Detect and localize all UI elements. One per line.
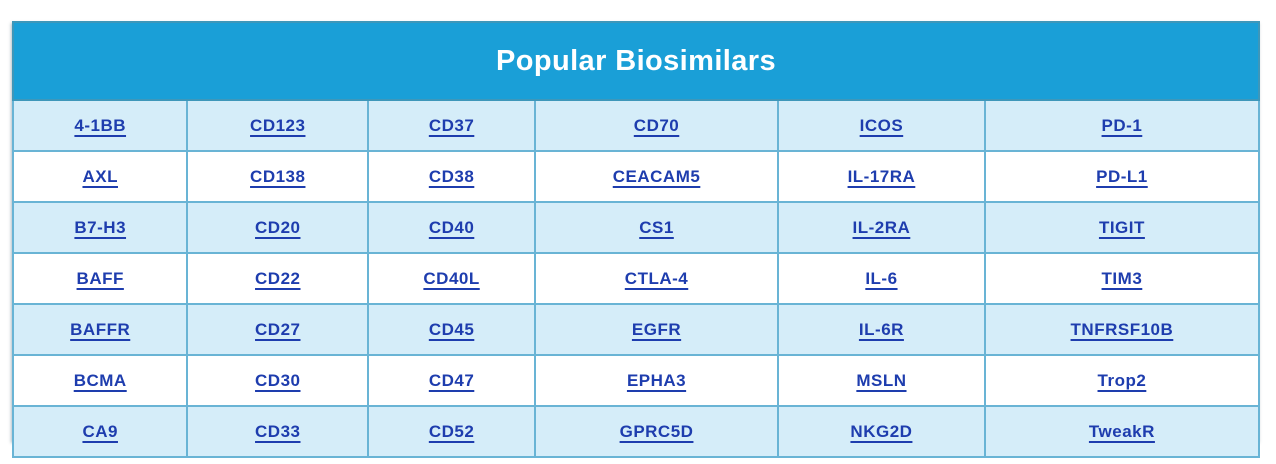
biosimilar-link[interactable]: CD33 [255, 421, 301, 441]
table-cell: CD45 [367, 303, 537, 356]
table-cell: NKG2D [777, 405, 986, 458]
table-cell: CS1 [534, 201, 780, 254]
table-title: Popular Biosimilars [12, 21, 1260, 101]
table-cell: CD30 [186, 354, 370, 407]
table-cell: AXL [11, 150, 189, 203]
table-row: BCMA CD30 CD47 EPHA3 MSLN Trop2 [11, 354, 1261, 407]
biosimilar-link[interactable]: B7-H3 [74, 217, 127, 237]
biosimilar-link[interactable]: IL-6R [858, 319, 904, 339]
biosimilar-link[interactable]: TIM3 [1101, 268, 1143, 288]
biosimilar-link[interactable]: CD47 [428, 370, 475, 390]
table-cell: CD20 [186, 201, 370, 254]
biosimilar-link[interactable]: AXL [82, 166, 118, 186]
table-cell: EGFR [534, 303, 780, 356]
table-cell: CD52 [367, 405, 537, 458]
biosimilar-link[interactable]: CD30 [255, 370, 301, 390]
biosimilar-link[interactable]: PD-L1 [1096, 166, 1148, 186]
biosimilar-link[interactable]: BAFFR [70, 319, 131, 339]
table-cell: IL-17RA [777, 150, 986, 203]
biosimilar-link[interactable]: IL-6 [865, 268, 898, 288]
biosimilar-link[interactable]: GPRC5D [619, 421, 694, 441]
biosimilars-table-container: Popular Biosimilars 4-1BB CD123 CD37 CD70 IC… [11, 21, 1261, 458]
biosimilar-link[interactable]: TweakR [1088, 421, 1155, 441]
table-cell: CD22 [186, 252, 370, 305]
table-cell: CD40L [367, 252, 537, 305]
table-cell: CD40 [367, 201, 537, 254]
biosimilar-link[interactable]: Trop2 [1097, 370, 1147, 390]
table-cell: IL-6R [777, 303, 986, 356]
table-cell: GPRC5D [534, 405, 780, 458]
table-cell: TweakR [983, 405, 1261, 458]
table-cell: BAFF [11, 252, 189, 305]
biosimilars-table: Popular Biosimilars 4-1BB CD123 CD37 CD70 IC… [11, 21, 1261, 458]
table-cell: TIGIT [983, 201, 1261, 254]
table-cell: 4-1BB [11, 99, 189, 152]
table-cell: IL-2RA [777, 201, 986, 254]
biosimilar-link[interactable]: EPHA3 [626, 370, 687, 390]
table-cell: B7-H3 [11, 201, 189, 254]
table-cell: CD27 [186, 303, 370, 356]
biosimilar-link[interactable]: IL-17RA [847, 166, 916, 186]
table-cell: CD123 [186, 99, 370, 152]
table-cell: CA9 [11, 405, 189, 458]
biosimilar-link[interactable]: CEACAM5 [612, 166, 701, 186]
biosimilar-link[interactable]: CD52 [428, 421, 475, 441]
biosimilar-link[interactable]: BCMA [73, 370, 127, 390]
table-cell: BCMA [11, 354, 189, 407]
table-cell: TIM3 [983, 252, 1261, 305]
table-cell: CEACAM5 [534, 150, 780, 203]
biosimilar-link[interactable]: CD40 [428, 217, 475, 237]
table-cell: PD-1 [983, 99, 1261, 152]
table-cell: CD37 [367, 99, 537, 152]
biosimilar-link[interactable]: CD70 [633, 115, 680, 135]
biosimilar-link[interactable]: CD45 [428, 319, 475, 339]
table-cell: CD38 [367, 150, 537, 203]
biosimilar-link[interactable]: TNFRSF10B [1070, 319, 1174, 339]
table-cell: TNFRSF10B [983, 303, 1261, 356]
table-body: 4-1BB CD123 CD37 CD70 ICOS PD-1 AXL CD138 CD38 CE… [11, 99, 1261, 458]
table-cell: CD70 [534, 99, 780, 152]
table-cell: IL-6 [777, 252, 986, 305]
table-row: B7-H3 CD20 CD40 CS1 IL-2RA TIGIT [11, 201, 1261, 254]
biosimilar-link[interactable]: CA9 [82, 421, 118, 441]
biosimilar-link[interactable]: CD123 [250, 115, 306, 135]
biosimilar-link[interactable]: ICOS [859, 115, 904, 135]
biosimilar-link[interactable]: CD38 [428, 166, 475, 186]
table-row: BAFFR CD27 CD45 EGFR IL-6R TNFRSF10B [11, 303, 1261, 356]
biosimilar-link[interactable]: CS1 [639, 217, 674, 237]
table-cell: CD47 [367, 354, 537, 407]
table-cell: Trop2 [983, 354, 1261, 407]
biosimilar-link[interactable]: CD40L [423, 268, 480, 288]
table-cell: MSLN [777, 354, 986, 407]
biosimilar-link[interactable]: CTLA-4 [624, 268, 689, 288]
biosimilar-link[interactable]: TIGIT [1098, 217, 1145, 237]
table-cell: CD138 [186, 150, 370, 203]
biosimilar-link[interactable]: BAFF [76, 268, 124, 288]
biosimilar-link[interactable]: PD-1 [1101, 115, 1143, 135]
table-cell: ICOS [777, 99, 986, 152]
table-header-row: Popular Biosimilars [12, 21, 1260, 101]
biosimilar-link[interactable]: IL-2RA [852, 217, 911, 237]
table-cell: BAFFR [11, 303, 189, 356]
biosimilar-link[interactable]: NKG2D [850, 421, 913, 441]
biosimilar-link[interactable]: CD22 [255, 268, 301, 288]
table-cell: CD33 [186, 405, 370, 458]
table-row: AXL CD138 CD38 CEACAM5 IL-17RA PD-L1 [11, 150, 1261, 203]
table-row: CA9 CD33 CD52 GPRC5D NKG2D TweakR [11, 405, 1261, 458]
biosimilar-link[interactable]: CD138 [250, 166, 306, 186]
biosimilar-link[interactable]: CD20 [255, 217, 301, 237]
table-row: BAFF CD22 CD40L CTLA-4 IL-6 TIM3 [11, 252, 1261, 305]
table-cell: EPHA3 [534, 354, 780, 407]
table-cell: CTLA-4 [534, 252, 780, 305]
biosimilar-link[interactable]: MSLN [856, 370, 907, 390]
table-cell: PD-L1 [983, 150, 1261, 203]
biosimilar-link[interactable]: EGFR [631, 319, 682, 339]
biosimilar-link[interactable]: CD27 [255, 319, 301, 339]
biosimilar-link[interactable]: 4-1BB [74, 115, 127, 135]
biosimilar-link[interactable]: CD37 [428, 115, 475, 135]
table-row: 4-1BB CD123 CD37 CD70 ICOS PD-1 [11, 99, 1261, 152]
